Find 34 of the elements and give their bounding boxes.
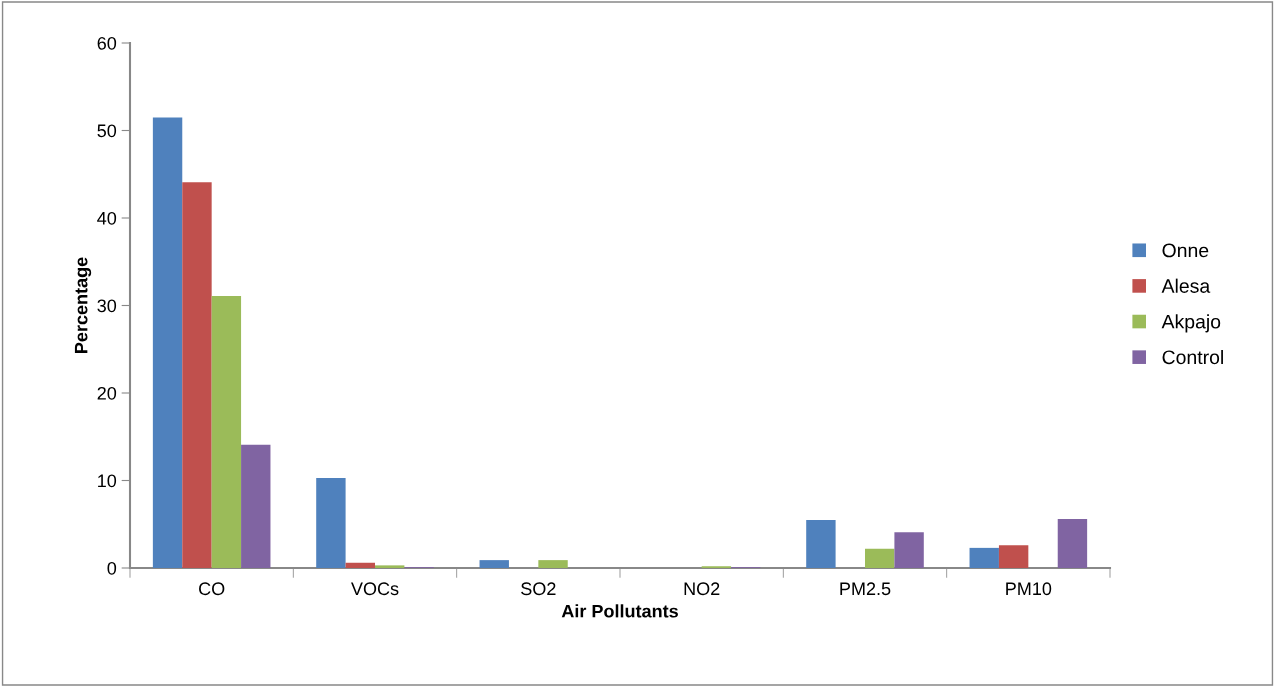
y-tick-label: 60 (97, 36, 117, 50)
x-tick-label: SO2 (521, 582, 556, 596)
bar (182, 182, 212, 568)
bar (211, 295, 242, 568)
legend-label: Onne (1162, 243, 1209, 258)
y-tick-label: 20 (97, 386, 117, 400)
x-axis-title: Air Pollutants (561, 604, 678, 618)
x-tick-label: PM2.5 (840, 582, 891, 596)
y-tick-label: 10 (98, 474, 117, 488)
bar (865, 548, 895, 568)
bar (316, 477, 346, 568)
y-tick-label: 40 (97, 211, 117, 225)
y-axis-title: Percentage (74, 257, 92, 353)
x-tick-label: NO2 (684, 582, 720, 596)
x-tick-label: CO (199, 582, 225, 596)
bar (806, 519, 836, 568)
bar (894, 532, 924, 568)
legend-label: Control (1162, 349, 1223, 365)
legend-label: Akpajo (1161, 314, 1221, 333)
bar (479, 560, 509, 568)
bar (538, 560, 568, 568)
bar (969, 547, 999, 568)
bar (998, 545, 1029, 568)
bar (375, 565, 405, 568)
x-tick-label: PM10 (1006, 582, 1052, 596)
y-tick-label: 0 (107, 561, 117, 575)
bar (1057, 519, 1088, 568)
legend-label: Alesa (1161, 278, 1211, 293)
x-tick-label: VOCs (351, 582, 399, 596)
bar (241, 444, 271, 568)
bar (152, 117, 183, 568)
y-tick-label: 50 (97, 124, 117, 138)
y-tick-label: 30 (97, 299, 117, 313)
bar (345, 562, 375, 568)
